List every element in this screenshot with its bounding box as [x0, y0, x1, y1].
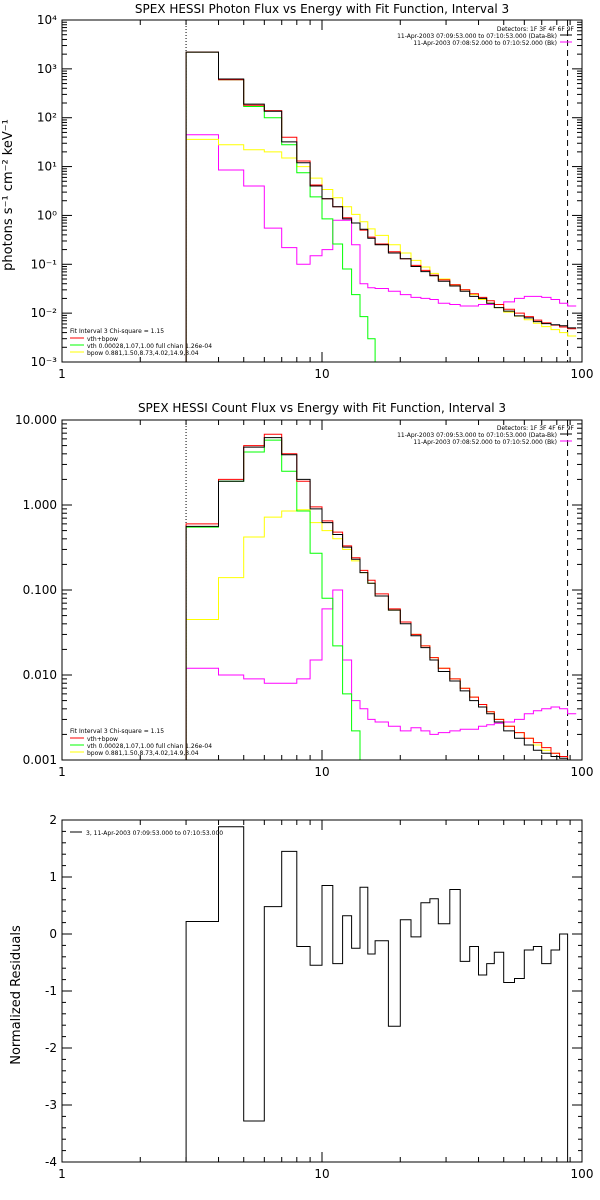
- count-fit-label-bpow: bpow 0.881,1.50,8.73,4.02,14.9,3.04: [87, 750, 199, 757]
- y-tick-label: 2: [49, 813, 57, 827]
- plot-frame: [61, 19, 583, 363]
- count-fit-label-vth: vth 0.00028,1.07,1.00 full chian 1.26e-0…: [87, 743, 212, 750]
- y-tick-label: -1: [45, 984, 57, 998]
- count-info-bk-interval: 11-Apr-2003 07:08:52.000 to 07:10:52.000…: [413, 439, 557, 446]
- series-bpow-line: [185, 138, 577, 362]
- y-tick-label: 0.001: [23, 753, 57, 767]
- y-tick-label: 1: [49, 870, 57, 884]
- x-tick-label: 1: [58, 1167, 66, 1181]
- x-tick-label: 100: [571, 367, 594, 381]
- x-tick-label: 1: [58, 765, 66, 779]
- photon-flux-title: SPEX HESSI Photon Flux vs Energy with Fi…: [135, 2, 509, 16]
- x-tick-label: 100: [571, 1167, 594, 1181]
- residuals-legend-label: 3, 11-Apr-2003 07:09:53.000 to 07:10:53.…: [86, 830, 223, 837]
- series-vth-line: [185, 439, 368, 760]
- y-tick-label: 0.010: [23, 668, 57, 682]
- series-data-line: [185, 437, 577, 760]
- count-flux-title: SPEX HESSI Count Flux vs Energy with Fit…: [138, 401, 506, 415]
- photon-fit-label-bpow: bpow 0.881,1.50,8.73,4.02,14.9,3.04: [87, 350, 199, 357]
- series-total-line: [185, 433, 577, 760]
- photon-info-data-interval: 11-Apr-2003 07:09:53.000 to 07:10:53.000…: [397, 33, 557, 40]
- y-tick-label: 10⁻¹: [31, 257, 58, 271]
- series-bk-line: [185, 134, 577, 362]
- photon-flux-ylabel: photons s⁻¹ cm⁻² keV⁻¹: [1, 119, 16, 271]
- photon-info-bk-interval: 11-Apr-2003 07:08:52.000 to 07:10:52.000…: [413, 40, 557, 47]
- photon-fit-header: Fit Interval 3 Chi-square = 1.15: [70, 328, 164, 335]
- y-tick-label: 0.100: [23, 583, 57, 597]
- plot-frame: [61, 819, 583, 1163]
- x-tick-label: 10: [314, 765, 329, 779]
- count-info-data-interval: 11-Apr-2003 07:09:53.000 to 07:10:53.000…: [397, 432, 557, 439]
- photon-fit-label-vth: vth 0.00028,1.07,1.00 full chian 1.26e-0…: [87, 343, 212, 350]
- y-tick-label: 10²: [37, 111, 57, 125]
- y-tick-label: 1.000: [23, 498, 57, 512]
- series-bk-line: [185, 589, 577, 760]
- plot-frame: [61, 419, 583, 761]
- series-residuals-line: [185, 826, 577, 1162]
- y-tick-label: 0: [49, 927, 57, 941]
- residuals-ylabel: Normalized Residuals: [9, 925, 24, 1065]
- y-tick-label: -4: [45, 1155, 57, 1169]
- y-tick-label: 10⁰: [37, 208, 57, 222]
- photon-info-detectors: Detectors: 1F 3F 4F 6F 9F: [497, 26, 575, 33]
- photon-flux-panel: SPEX HESSI Photon Flux vs Energy with Fi…: [1, 2, 593, 381]
- count-info-detectors: Detectors: 1F 3F 4F 6F 9F: [497, 425, 575, 432]
- count-fit-header: Fit Interval 3 Chi-square = 1.15: [70, 728, 164, 735]
- count-fit-label-total: vth+bpow: [87, 736, 118, 743]
- photon-fit-label-total: vth+bpow: [87, 336, 118, 343]
- x-tick-label: 10: [314, 367, 329, 381]
- y-tick-label: 10⁻³: [31, 355, 58, 369]
- count-flux-panel: SPEX HESSI Count Flux vs Energy with Fit…: [15, 401, 593, 779]
- y-tick-label: -2: [45, 1041, 57, 1055]
- series-data-line: [185, 51, 577, 362]
- residuals-panel: Normalized Residuals 3, 11-Apr-2003 07:0…: [9, 813, 593, 1181]
- y-tick-label: 10.000: [15, 413, 57, 427]
- y-tick-label: 10⁴: [37, 13, 57, 27]
- x-tick-label: 1: [58, 367, 66, 381]
- y-tick-label: 10³: [37, 62, 57, 76]
- x-tick-label: 10: [314, 1167, 329, 1181]
- y-tick-label: 10⁻²: [31, 306, 58, 320]
- y-tick-label: -3: [45, 1098, 57, 1112]
- series-vth-line: [185, 51, 389, 362]
- x-tick-label: 100: [571, 765, 594, 779]
- y-tick-label: 10¹: [37, 160, 57, 174]
